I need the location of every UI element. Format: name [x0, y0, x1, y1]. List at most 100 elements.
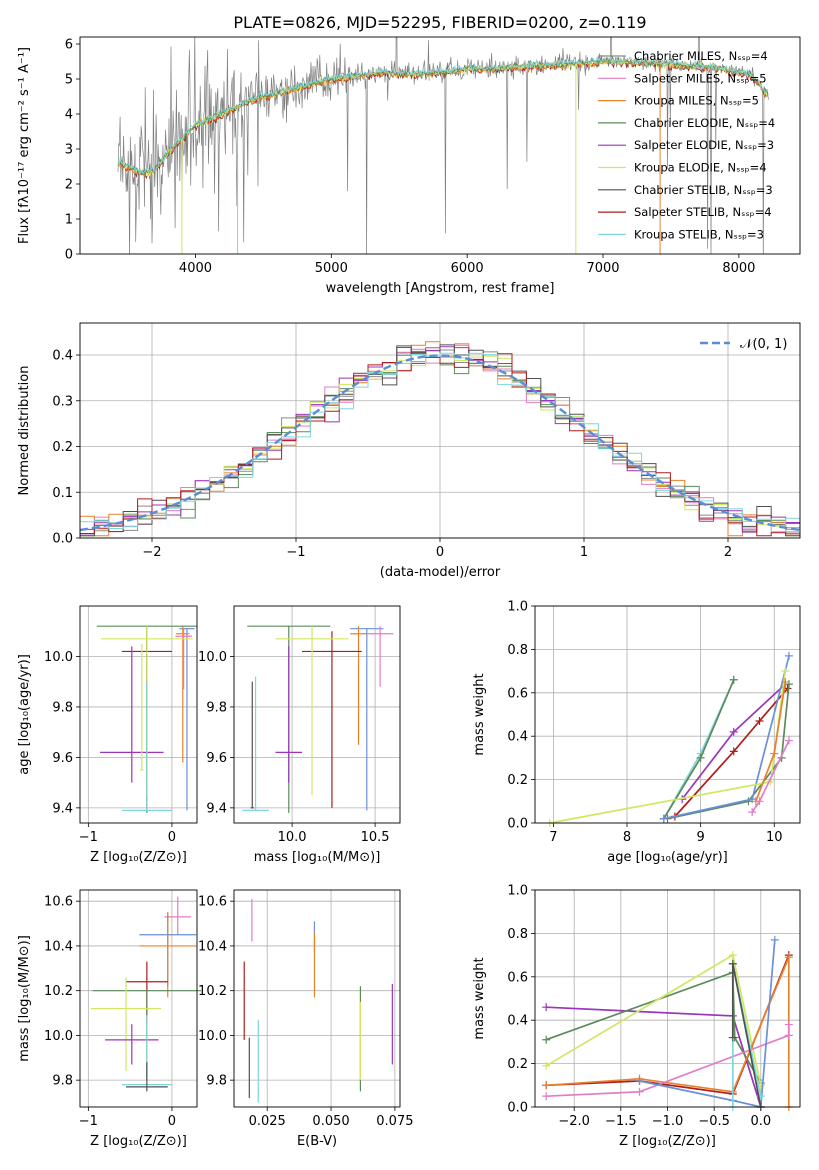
legend-label: Kroupa STELIB, Nₛₛₚ=3 [634, 227, 764, 241]
y-tick-label: 10.6 [44, 895, 73, 910]
spectrum-panel: 4000 5000 6000 7000 8000 0 1 2 3 4 5 6 wavelength [A… [17, 36, 801, 296]
y-tick-label: 9.6 [52, 751, 73, 766]
normal-curve [80, 354, 800, 532]
axes-frame [79, 889, 198, 1108]
y-tick-label: 0.4 [507, 730, 528, 745]
plus-marker [784, 680, 793, 689]
plus-marker [770, 749, 779, 758]
x-tick-label: −1.0 [652, 1114, 684, 1129]
y-tick-label: 0.0 [507, 817, 528, 832]
figure-title: PLATE=0826, MJD=52295, FIBERID=0200, z=0… [233, 13, 646, 32]
x-axis-label: Z [log₁₀(Z/Z⊙)] [90, 850, 187, 865]
x-tick-label: −2 [142, 545, 161, 560]
plus-marker [542, 1092, 551, 1101]
x-tick-label: 0.075 [376, 1114, 413, 1129]
y-axis-label: Normed distribution [17, 366, 32, 496]
mass-weight-line [663, 679, 735, 820]
plus-marker [781, 667, 790, 676]
y-tick-label: 1 [65, 213, 73, 228]
y-tick-label: 10.4 [44, 939, 73, 954]
x-axis-label: Z [log₁₀(Z/Z⊙)] [90, 1134, 187, 1149]
x-tick-label: −1 [79, 1114, 98, 1129]
x-tick-label: −0.5 [698, 1114, 730, 1129]
y-tick-label: 9.8 [206, 700, 227, 715]
x-tick-label: 0.0 [750, 1114, 771, 1129]
y-tick-label: 0.8 [507, 927, 528, 942]
x-tick-label: 8 [623, 830, 631, 845]
series-lines [545, 651, 793, 827]
y-tick-label: 10.0 [44, 1029, 73, 1044]
plus-marker [781, 677, 790, 686]
y-tick-label: 1.0 [507, 884, 528, 899]
y-tick-label: 9.4 [52, 801, 73, 816]
y-tick-label: 4 [65, 108, 73, 123]
x-tick-label: −1 [286, 545, 305, 560]
y-tick-label: 0.4 [507, 1014, 528, 1029]
x-tick-label: 0 [436, 545, 444, 560]
axes-frame [233, 889, 401, 1108]
x-axis-label: Z [log₁₀(Z/Z⊙)] [619, 1134, 716, 1149]
y-tick-label: 9.8 [206, 1074, 227, 1089]
mass-weight-line [674, 687, 789, 818]
x-tick-label: 0 [168, 1114, 176, 1129]
y-tick-label: 0.6 [507, 970, 528, 985]
x-axis-label: age [log₁₀(age/yr)] [607, 850, 728, 865]
legend-label: Salpeter MILES, Nₛₛₚ=5 [634, 71, 767, 85]
x-tick-label: 7 [549, 830, 557, 845]
x-tick-label: 7000 [586, 261, 619, 276]
plus-marker [784, 736, 793, 745]
x-axis-label: (data-model)/error [380, 565, 501, 580]
axes-frame [79, 322, 801, 539]
x-tick-label: 10.0 [278, 830, 307, 845]
errorbars [90, 896, 202, 1092]
y-axis-label: mass weight [472, 957, 487, 1039]
plus-marker [728, 951, 737, 960]
plus-marker [728, 959, 737, 968]
y-tick-label: 0.2 [52, 440, 73, 455]
y-axis-label: mass [log₁₀(M/M⊙)] [17, 935, 32, 1062]
y-tick-label: 9.6 [206, 751, 227, 766]
y-tick-label: 0.1 [52, 486, 73, 501]
plus-marker [542, 1081, 551, 1090]
plus-marker [542, 1035, 551, 1044]
x-tick-label: −2.0 [558, 1114, 590, 1129]
y-axis-label: Flux [fλ10⁻¹⁷ erg cm⁻² s⁻¹ A⁻¹] [17, 47, 32, 244]
x-tick-label: 10.5 [361, 830, 390, 845]
y-tick-label: 5 [65, 73, 73, 88]
axes-frame [79, 36, 801, 255]
plus-marker [748, 795, 757, 804]
age-vs-mass-panel: 10.0 10.5 9.4 9.6 9.8 10.0 mass [log₁₀(M/M⊙)] [198, 605, 401, 865]
y-tick-label: 0.2 [507, 773, 528, 788]
y-tick-label: 0.6 [507, 686, 528, 701]
y-tick-label: 10.0 [198, 1029, 227, 1044]
axes-frame [233, 605, 401, 824]
spectrum-legend: Chabrier MILES, Nₛₛₚ=4 Salpeter MILES, Nₛ… [598, 49, 775, 241]
mass-weight-line [667, 684, 790, 820]
x-axis-label: E(B-V) [297, 1134, 337, 1149]
x-tick-label: 5000 [315, 261, 348, 276]
y-tick-label: 10.4 [198, 939, 227, 954]
y-tick-label: 2 [65, 178, 73, 193]
mass-vs-ebv-panel: 0.025 0.050 0.075 9.8 10.0 10.2 10.4 10.6 E(B-V) [198, 889, 414, 1149]
plus-marker [770, 935, 779, 944]
plus-marker [728, 1033, 737, 1042]
y-axis-label: mass weight [472, 673, 487, 755]
legend-label: Kroupa ELODIE, Nₛₛₚ=4 [634, 161, 767, 175]
plus-marker [635, 1087, 644, 1096]
y-tick-label: 0.3 [52, 394, 73, 409]
plus-marker [784, 1031, 793, 1040]
y-tick-label: 10.2 [44, 984, 73, 999]
axes-frame [79, 605, 198, 824]
y-tick-label: 10.0 [44, 650, 73, 665]
massweight-vs-age-panel: 7 8 9 10 0.0 0.2 0.4 0.6 0.8 1.0 age [log₁₀(age/yr… [472, 600, 801, 865]
mass-weight-line [545, 971, 762, 1084]
data-spectrum [117, 37, 770, 254]
x-tick-label: 0.050 [312, 1114, 349, 1129]
plus-marker [748, 808, 757, 817]
y-tick-label: 9.8 [52, 700, 73, 715]
plus-marker [784, 651, 793, 660]
y-tick-label: 3 [65, 143, 73, 158]
x-tick-label: 0.025 [249, 1114, 286, 1129]
mass-weight-line [663, 679, 735, 820]
